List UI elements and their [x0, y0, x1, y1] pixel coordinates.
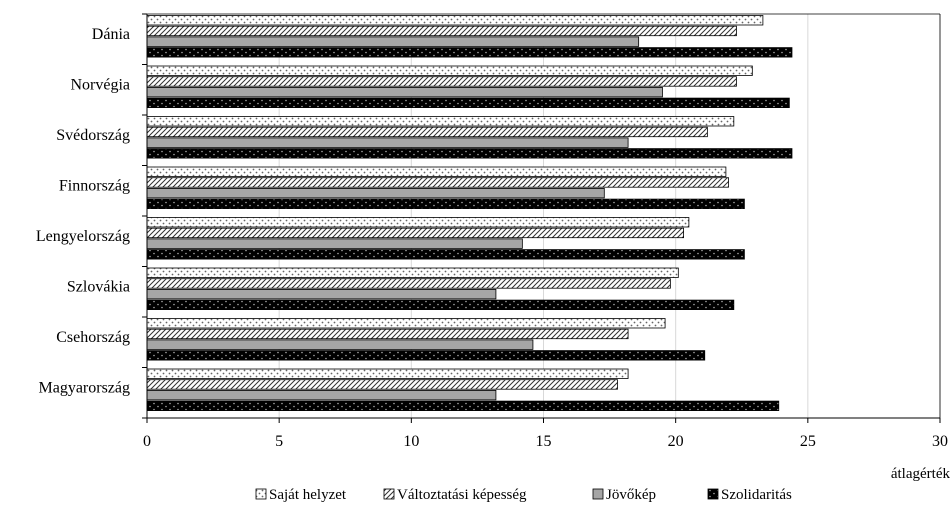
legend-label: Saját helyzet: [269, 487, 347, 503]
bar-gray: [146, 187, 605, 199]
bar-hatch: [146, 278, 671, 289]
legend-swatch: [592, 488, 604, 500]
category-label: Dánia: [92, 26, 130, 43]
x-tick-label: 25: [800, 433, 816, 450]
x-tick-label: 15: [536, 433, 552, 450]
bar-hatch: [146, 379, 618, 390]
bar-hatch: [146, 126, 708, 138]
bar-hatch: [146, 25, 737, 37]
legend: Saját helyzet Változtatási képesség Jövőké…: [255, 487, 792, 503]
bar-black-dots: [146, 350, 706, 361]
category-label: Szlovákia: [67, 279, 130, 296]
bar-dots: [146, 116, 735, 127]
bar-dots: [146, 267, 679, 278]
legend-item: Saját helyzet: [255, 487, 347, 503]
x-axis-title: átlagérték: [891, 466, 951, 482]
bar-gray: [146, 137, 629, 148]
bar-black-dots: [146, 249, 745, 260]
bar-black-dots: [146, 299, 735, 311]
legend-swatch: [255, 488, 267, 500]
bar-dots: [146, 217, 690, 228]
x-tick-label: 20: [668, 433, 684, 450]
category-label: Lengyelország: [36, 228, 130, 245]
legend-label: Jövőkép: [606, 487, 656, 503]
bars: [146, 15, 793, 412]
bar-black-dots: [146, 400, 780, 412]
bar-dots: [146, 318, 666, 329]
bar-gray: [146, 87, 663, 98]
legend-item: Szolidaritás: [707, 487, 792, 503]
bar-hatch: [146, 227, 684, 239]
bar-gray: [146, 339, 534, 350]
bar-hatch: [146, 328, 629, 340]
bar-black-dots: [146, 47, 793, 58]
category-label: Magyarország: [38, 380, 130, 397]
bar-dots: [146, 368, 629, 379]
bar-hatch: [146, 177, 729, 188]
bar-black-dots: [146, 148, 793, 159]
x-tick-label: 0: [143, 433, 151, 450]
axes: [142, 13, 941, 423]
bar-gray: [146, 36, 640, 47]
legend-swatch: [707, 488, 719, 500]
x-tick-label: 10: [403, 433, 419, 450]
x-tick-label: 5: [275, 433, 283, 450]
bar-gray: [146, 288, 497, 300]
category-labels: Dánia Norvégia Svédország Finnország Lengyel…: [36, 26, 130, 397]
legend-item: Változtatási képesség: [383, 487, 527, 503]
x-tick-label: 30: [932, 433, 948, 450]
category-label: Norvégia: [70, 77, 130, 94]
bar-black-dots: [146, 198, 745, 210]
legend-swatch: [383, 488, 395, 500]
bar-dots: [146, 65, 753, 76]
bar-black-dots: [146, 97, 790, 108]
bar-gray: [146, 389, 497, 401]
bar-hatch: [146, 76, 737, 87]
bar-dots: [146, 166, 727, 177]
bar-dots: [146, 15, 764, 26]
category-label: Svédország: [56, 127, 130, 144]
legend-label: Változtatási képesség: [397, 487, 527, 503]
x-tick-labels: 0 5 10 15 20 25 30: [143, 433, 948, 450]
legend-item: Jövőkép: [592, 487, 656, 503]
category-label: Csehország: [56, 329, 130, 346]
category-label: Finnország: [59, 178, 130, 195]
bar-gray: [146, 238, 523, 249]
legend-label: Szolidaritás: [721, 487, 792, 503]
